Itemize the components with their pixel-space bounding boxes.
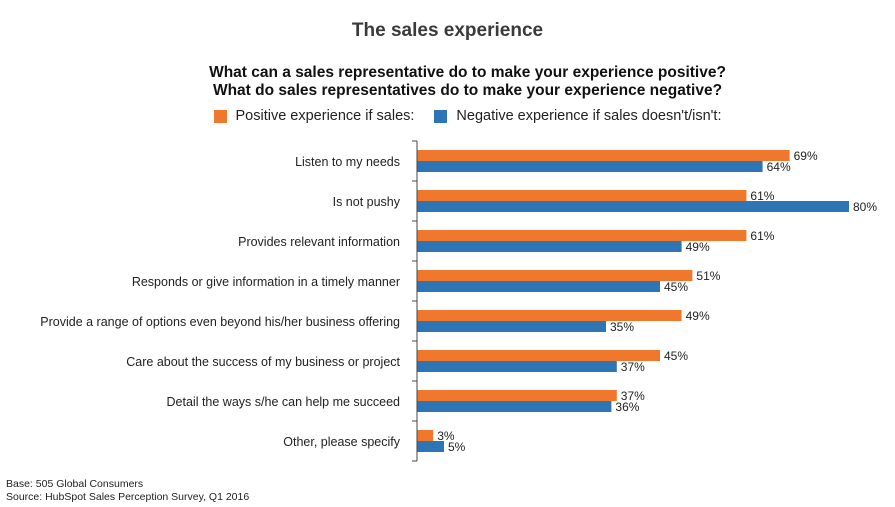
data-label-negative: 49%	[686, 240, 710, 254]
bar-negative	[417, 161, 763, 172]
category-label: Other, please specify	[283, 435, 400, 449]
bar-positive	[417, 430, 434, 441]
data-label-negative: 5%	[448, 440, 466, 454]
bar-positive	[417, 350, 660, 361]
bar-positive	[417, 310, 682, 321]
category-label: Responds or give information in a timely…	[132, 275, 400, 289]
chart-subtitle-line-1: What can a sales representative do to ma…	[209, 64, 726, 81]
bar-negative	[417, 321, 606, 332]
chart-title: The sales experience	[351, 20, 544, 41]
data-label-positive: 49%	[686, 309, 710, 323]
legend-swatch-positive	[213, 109, 227, 123]
category-label: Provide a range of options even beyond h…	[40, 315, 400, 329]
bar-positive	[417, 230, 747, 241]
data-label-positive: 51%	[696, 269, 720, 283]
data-label-negative: 80%	[853, 200, 877, 214]
legend-swatch-negative	[434, 109, 448, 123]
data-label-negative: 64%	[767, 160, 791, 174]
bar-positive	[417, 190, 747, 201]
data-label-negative: 35%	[610, 320, 634, 334]
category-label: Care about the success of my business or…	[126, 355, 400, 369]
legend-item-negative: Negative experience if sales doesn't/isn…	[434, 108, 722, 124]
bar-positive	[417, 270, 693, 281]
chart-subtitle-line-2: What do sales representatives do to make…	[212, 82, 723, 99]
bar-negative	[417, 361, 617, 372]
category-label: Is not pushy	[333, 195, 401, 209]
data-label-positive: 69%	[794, 149, 818, 163]
bar-negative	[417, 201, 849, 212]
footer-base-note: Base: 505 Global Consumers	[6, 478, 144, 490]
data-label-negative: 36%	[615, 400, 639, 414]
data-label-positive: 61%	[750, 229, 774, 243]
category-label: Listen to my needs	[295, 155, 400, 169]
footer-source-note: Source: HubSpot Sales Perception Survey,…	[6, 491, 250, 503]
category-label: Provides relevant information	[238, 235, 400, 249]
legend-label-negative: Negative experience if sales doesn't/isn…	[456, 108, 722, 124]
data-label-negative: 45%	[664, 280, 688, 294]
data-label-negative: 37%	[621, 360, 645, 374]
data-label-positive: 37%	[621, 389, 645, 403]
chart-legend: Positive experience if sales: Negative e…	[0, 108, 895, 124]
bar-positive	[417, 150, 790, 161]
data-label-positive: 45%	[664, 349, 688, 363]
bar-negative	[417, 281, 660, 292]
legend-label-positive: Positive experience if sales:	[235, 108, 415, 124]
category-label: Detail the ways s/he can help me succeed	[167, 395, 401, 409]
bar-negative	[417, 241, 682, 252]
bar-negative	[417, 441, 444, 452]
bar-positive	[417, 390, 617, 401]
legend-item-positive: Positive experience if sales:	[213, 108, 415, 124]
bar-negative	[417, 401, 612, 412]
data-label-positive: 61%	[750, 189, 774, 203]
data-label-positive: 3%	[437, 429, 455, 443]
